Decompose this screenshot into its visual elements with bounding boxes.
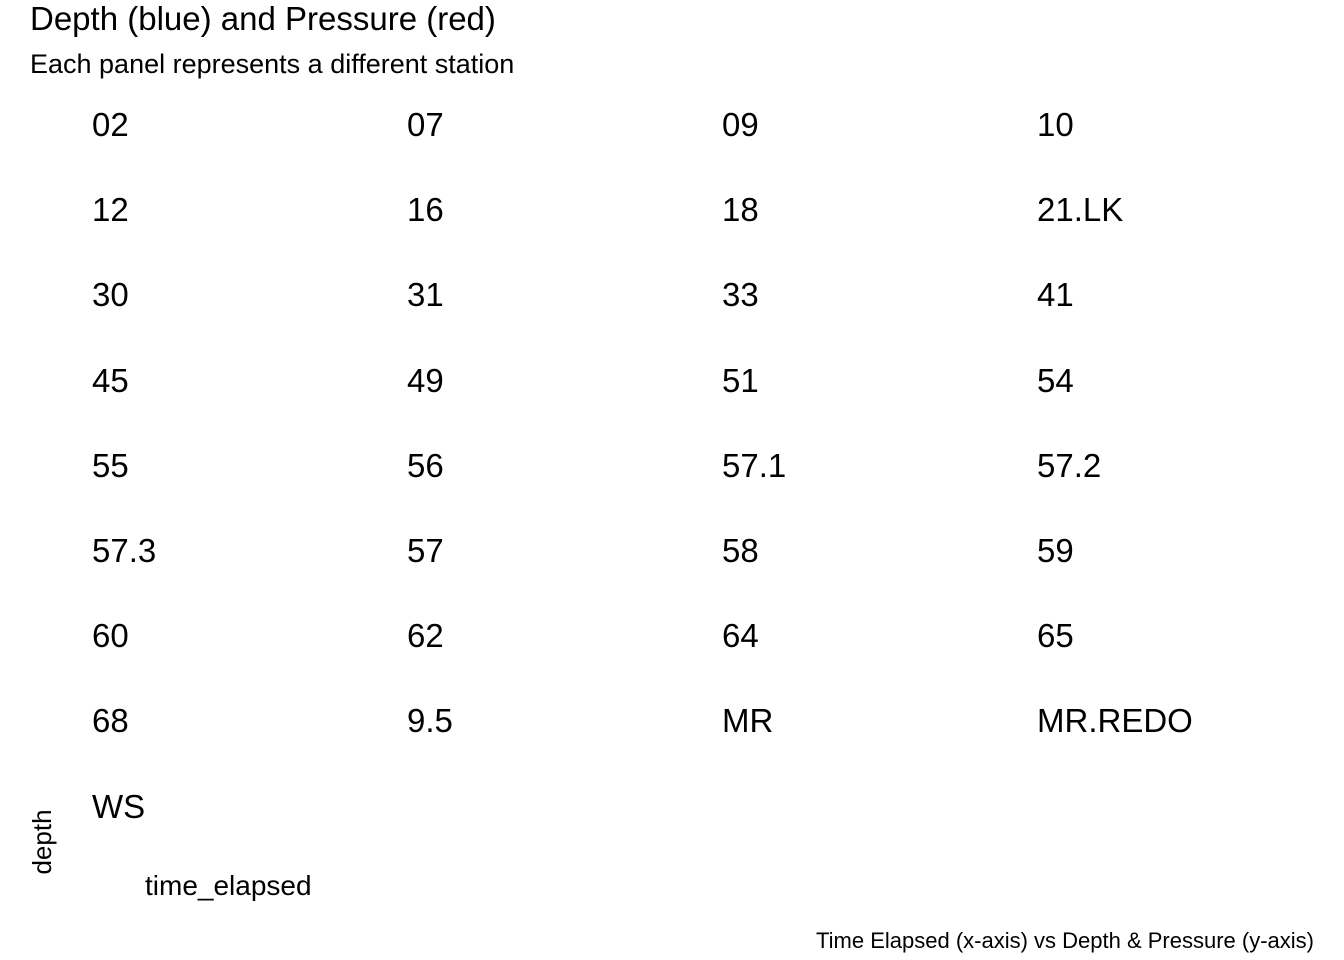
facet-strip-label: 31 <box>407 276 444 314</box>
facet-strip-label: 33 <box>722 276 759 314</box>
y-axis-label: depth <box>27 809 57 875</box>
facet-strip-label: 60 <box>92 617 129 655</box>
facet-strip-label: 68 <box>92 702 129 740</box>
facet-strip-label: MR <box>722 702 774 740</box>
facet-strip-label: 49 <box>407 361 444 399</box>
facet-strip-label: 9.5 <box>407 702 453 740</box>
facet-strip-label: 30 <box>92 276 129 314</box>
facet-strip-label: 45 <box>92 361 129 399</box>
facet-strip-label: 59 <box>1037 532 1074 569</box>
facet-strip-label: 16 <box>407 191 444 229</box>
x-axis-label: time_elapsed <box>145 870 312 901</box>
facet-strip-label: 21.LK <box>1037 191 1124 229</box>
facet-strip-label: 18 <box>722 191 759 229</box>
facet-strip-label: 57.2 <box>1037 446 1102 484</box>
facet-strip-label: 10 <box>1037 106 1074 143</box>
facet-strip-label: MR.REDO <box>1037 702 1193 740</box>
facet-strip-label: 58 <box>722 532 759 569</box>
facet-strip-label: WS <box>92 787 146 825</box>
facet-strip-label: 41 <box>1037 276 1074 314</box>
chart-subtitle: Each panel represents a different statio… <box>30 49 515 79</box>
facet-strip-label: 09 <box>722 106 759 143</box>
facet-strip-label: 64 <box>722 617 759 655</box>
facet-strip-label: 12 <box>92 191 129 229</box>
facet-strip-label: 07 <box>407 106 444 143</box>
chart-title: Depth (blue) and Pressure (red) <box>30 0 496 37</box>
facet-strip-label: 55 <box>92 446 129 484</box>
facet-strip-label: 56 <box>407 446 444 484</box>
facet-strip-label: 57.3 <box>92 532 157 569</box>
facet-strip-label: 65 <box>1037 617 1074 655</box>
chart-caption: Time Elapsed (x-axis) vs Depth & Pressur… <box>816 928 1314 953</box>
facet-strip-label: 62 <box>407 617 444 655</box>
facet-strip-label: 54 <box>1037 361 1074 399</box>
facet-strip-label: 57.1 <box>722 446 787 484</box>
facet-strip-label: 57 <box>407 532 444 569</box>
facet-strip-label: 02 <box>92 106 129 143</box>
facet-strip-label: 51 <box>722 361 759 399</box>
